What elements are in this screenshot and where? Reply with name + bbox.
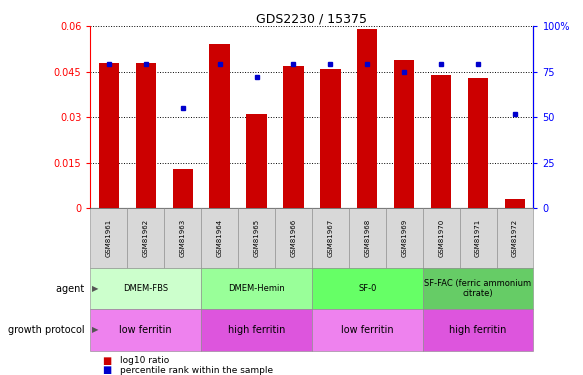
Text: GSM81968: GSM81968 <box>364 219 370 257</box>
Text: low ferritin: low ferritin <box>341 325 394 335</box>
Text: DMEM-FBS: DMEM-FBS <box>123 284 168 293</box>
Text: GSM81969: GSM81969 <box>401 219 407 257</box>
Bar <box>99 63 119 208</box>
Text: high ferritin: high ferritin <box>228 325 285 335</box>
Text: GSM81965: GSM81965 <box>254 219 259 257</box>
Text: ■: ■ <box>102 356 111 366</box>
Text: SF-FAC (ferric ammonium
citrate): SF-FAC (ferric ammonium citrate) <box>424 279 532 298</box>
Text: GSM81972: GSM81972 <box>512 219 518 257</box>
Text: ▶: ▶ <box>92 284 98 293</box>
Text: growth protocol: growth protocol <box>8 325 87 335</box>
Text: agent: agent <box>56 284 87 294</box>
Text: GSM81964: GSM81964 <box>217 219 223 257</box>
Text: GSM81967: GSM81967 <box>328 219 333 257</box>
Text: GSM81961: GSM81961 <box>106 219 112 257</box>
Text: percentile rank within the sample: percentile rank within the sample <box>120 366 273 375</box>
Text: high ferritin: high ferritin <box>449 325 507 335</box>
Bar <box>173 169 193 208</box>
Bar <box>394 60 415 208</box>
Title: GDS2230 / 15375: GDS2230 / 15375 <box>257 12 367 25</box>
Text: GSM81966: GSM81966 <box>290 219 296 257</box>
Text: SF-0: SF-0 <box>358 284 377 293</box>
Text: GSM81962: GSM81962 <box>143 219 149 257</box>
Bar <box>505 199 525 208</box>
Bar <box>357 29 377 208</box>
Text: low ferritin: low ferritin <box>120 325 172 335</box>
Bar <box>136 63 156 208</box>
Bar <box>468 78 488 208</box>
Text: GSM81971: GSM81971 <box>475 219 481 257</box>
Bar <box>247 114 266 208</box>
Text: ▶: ▶ <box>92 326 98 334</box>
Text: log10 ratio: log10 ratio <box>120 356 168 365</box>
Bar <box>431 75 451 208</box>
Bar <box>320 69 340 208</box>
Bar <box>283 66 304 208</box>
Bar <box>209 45 230 208</box>
Text: DMEM-Hemin: DMEM-Hemin <box>228 284 285 293</box>
Text: GSM81970: GSM81970 <box>438 219 444 257</box>
Text: GSM81963: GSM81963 <box>180 219 185 257</box>
Text: ■: ■ <box>102 366 111 375</box>
